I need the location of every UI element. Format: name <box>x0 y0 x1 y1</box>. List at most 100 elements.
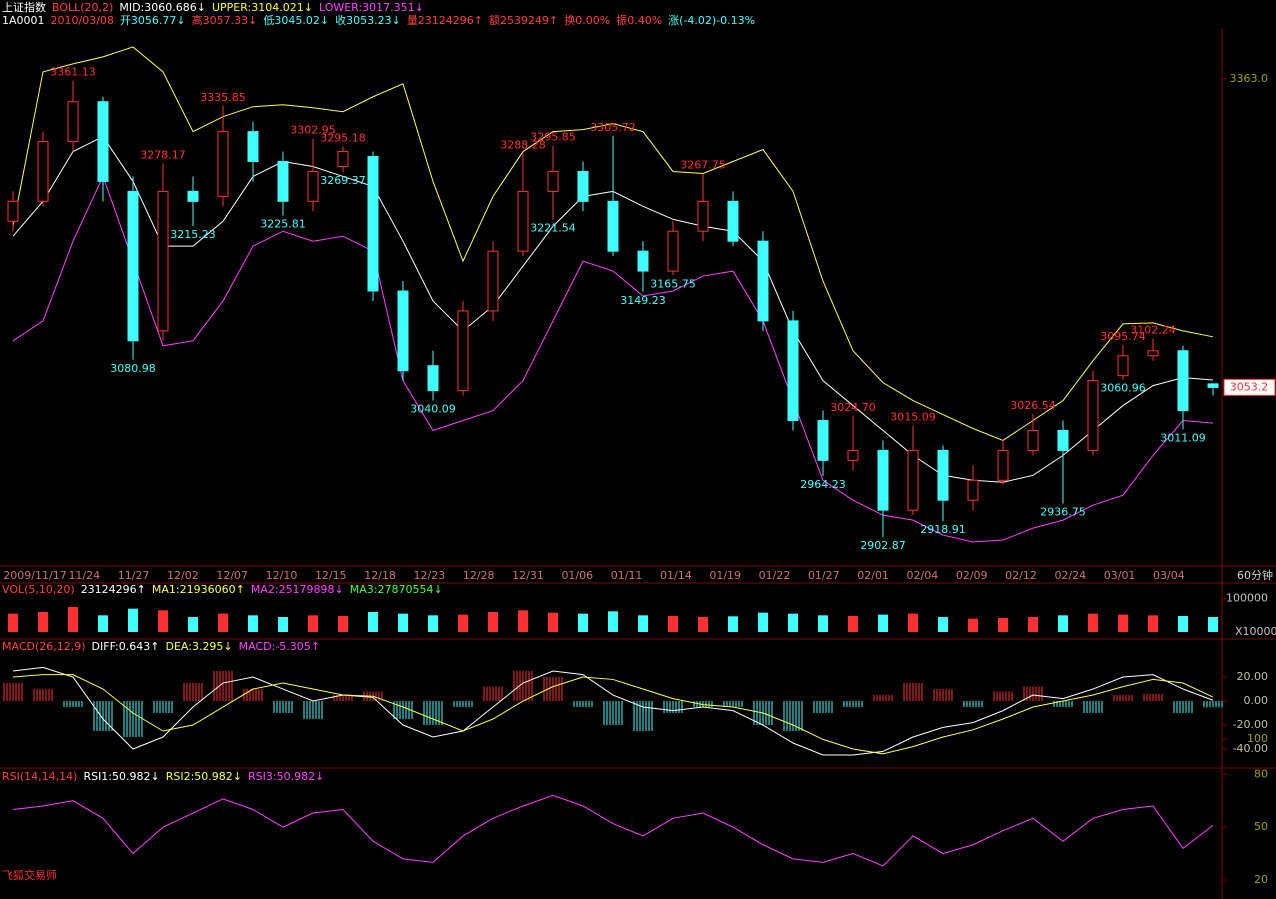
volume-bar <box>878 614 888 632</box>
candle-body <box>277 160 289 202</box>
x-tick-label: 12/23 <box>414 569 446 582</box>
header-item: 额2539249↑ <box>489 14 558 27</box>
candle-body <box>877 449 889 511</box>
candle-body <box>1117 355 1129 377</box>
high-label: 3361.13 <box>50 66 96 79</box>
y-tick-label: 50 <box>1254 820 1268 833</box>
header-item: 上证指数 <box>2 0 46 14</box>
candle-body <box>787 320 799 422</box>
candle-body <box>577 170 589 202</box>
low-label: 2918.91 <box>920 523 966 536</box>
candle-body <box>697 200 709 232</box>
header-item: MACD:-5.305↑ <box>239 640 320 653</box>
y-tick-label: 3363.0 <box>1230 72 1269 85</box>
last-price-box <box>1223 378 1276 396</box>
x-tick-label: 02/04 <box>907 569 939 582</box>
candle-body <box>817 420 829 461</box>
volume-bar <box>728 616 738 632</box>
candle-body <box>397 290 409 372</box>
panel-header: MACD(26,12,9) DIFF:0.643↑ DEA:3.295↓ MACD:-… <box>2 640 320 653</box>
volume-bar <box>8 613 18 632</box>
candle-body <box>37 141 49 202</box>
candle-body <box>217 131 229 197</box>
x-tick-label: 11/24 <box>68 569 100 582</box>
header-item: 涨(-4.02)-0.13% <box>668 14 755 27</box>
high-label: 3026.54 <box>1010 399 1056 412</box>
header-item: MID:3060.686↓ <box>119 1 206 14</box>
candle-body <box>157 190 169 332</box>
x-tick-label: 03/01 <box>1104 569 1136 582</box>
header-item: LOWER:3017.351↓ <box>319 1 424 14</box>
candle-body <box>1177 350 1189 412</box>
volume-bar <box>1208 617 1218 632</box>
header-item: RSI(14,14,14) <box>2 770 77 783</box>
x-tick-label: 02/01 <box>857 569 889 582</box>
low-label: 3040.09 <box>410 402 456 415</box>
low-label: 3221.54 <box>530 222 576 235</box>
volume-bar <box>758 612 768 632</box>
header-item: 量23124296↑ <box>407 14 483 27</box>
volume-bar <box>398 613 408 632</box>
volume-bar <box>908 613 918 632</box>
header-item: 开3056.77↓ <box>120 14 186 27</box>
y-tick-label: -20.00 <box>1233 718 1268 731</box>
x-tick-label: 02/12 <box>1005 569 1037 582</box>
candle-body <box>1027 429 1039 451</box>
high-label: 3278.17 <box>140 148 186 161</box>
x-tick-label: 2009/11/17 <box>3 569 66 582</box>
high-label: 3302.95 <box>290 124 336 137</box>
header-item: RSI3:50.982↓ <box>248 770 324 783</box>
volume-bar <box>818 615 828 632</box>
x-tick-label: 01/11 <box>611 569 643 582</box>
low-label: 3080.98 <box>110 362 156 375</box>
volume-bar <box>938 617 948 632</box>
header-item: 23124296↑ <box>81 583 146 596</box>
candle-body <box>187 190 199 202</box>
volume-bar <box>1028 617 1038 632</box>
x-tick-label: 01/06 <box>561 569 593 582</box>
low-label: 3165.75 <box>650 277 696 290</box>
x-tick-label: 12/31 <box>512 569 544 582</box>
volume-bar <box>68 607 78 632</box>
volume-bar <box>788 613 798 632</box>
candle-body <box>757 240 769 322</box>
candle-body <box>97 101 109 182</box>
volume-bar <box>128 608 138 632</box>
candle-body <box>997 449 1009 481</box>
header-item: 低3045.02↓ <box>263 14 329 27</box>
volume-bar <box>518 610 528 632</box>
y-tick-label: 20.00 <box>1237 670 1269 683</box>
x-tick-label: 01/14 <box>660 569 692 582</box>
x-tick-label: 12/10 <box>266 569 298 582</box>
header-item: RSI2:50.982↓ <box>166 770 242 783</box>
high-label: 3024.70 <box>830 401 876 414</box>
candle-body <box>487 250 499 312</box>
candle-body <box>127 190 139 342</box>
x-unit: 60分钟 <box>1237 568 1273 582</box>
header-item: MA2:25179898↓ <box>251 583 344 596</box>
header-item: 收3053.23↓ <box>335 13 401 27</box>
volume-bar <box>1058 615 1068 632</box>
candle-body <box>847 449 859 461</box>
high-label: 3295.85 <box>530 131 576 144</box>
high-label: 3335.85 <box>200 91 246 104</box>
low-label: 3011.09 <box>1160 431 1206 444</box>
header-item: MA1:21936060↑ <box>152 583 245 596</box>
candle-body <box>667 230 679 272</box>
x-tick-label: 03/04 <box>1153 569 1185 582</box>
candle-body <box>1147 350 1159 357</box>
header-item: 换0.00% <box>564 13 610 27</box>
volume-bar <box>548 612 558 632</box>
candle-body <box>67 101 79 143</box>
header-item: 1A0001 <box>2 14 45 27</box>
volume-bar <box>98 615 108 632</box>
volume-bar <box>578 613 588 632</box>
volume-bar <box>188 617 198 632</box>
candle-body <box>727 200 739 242</box>
volume-bar <box>38 612 48 632</box>
volume-bar <box>218 613 228 632</box>
high-label: 3295.18 <box>320 131 366 144</box>
indicator-line <box>12 666 1214 756</box>
high-label: 3267.75 <box>680 159 726 172</box>
